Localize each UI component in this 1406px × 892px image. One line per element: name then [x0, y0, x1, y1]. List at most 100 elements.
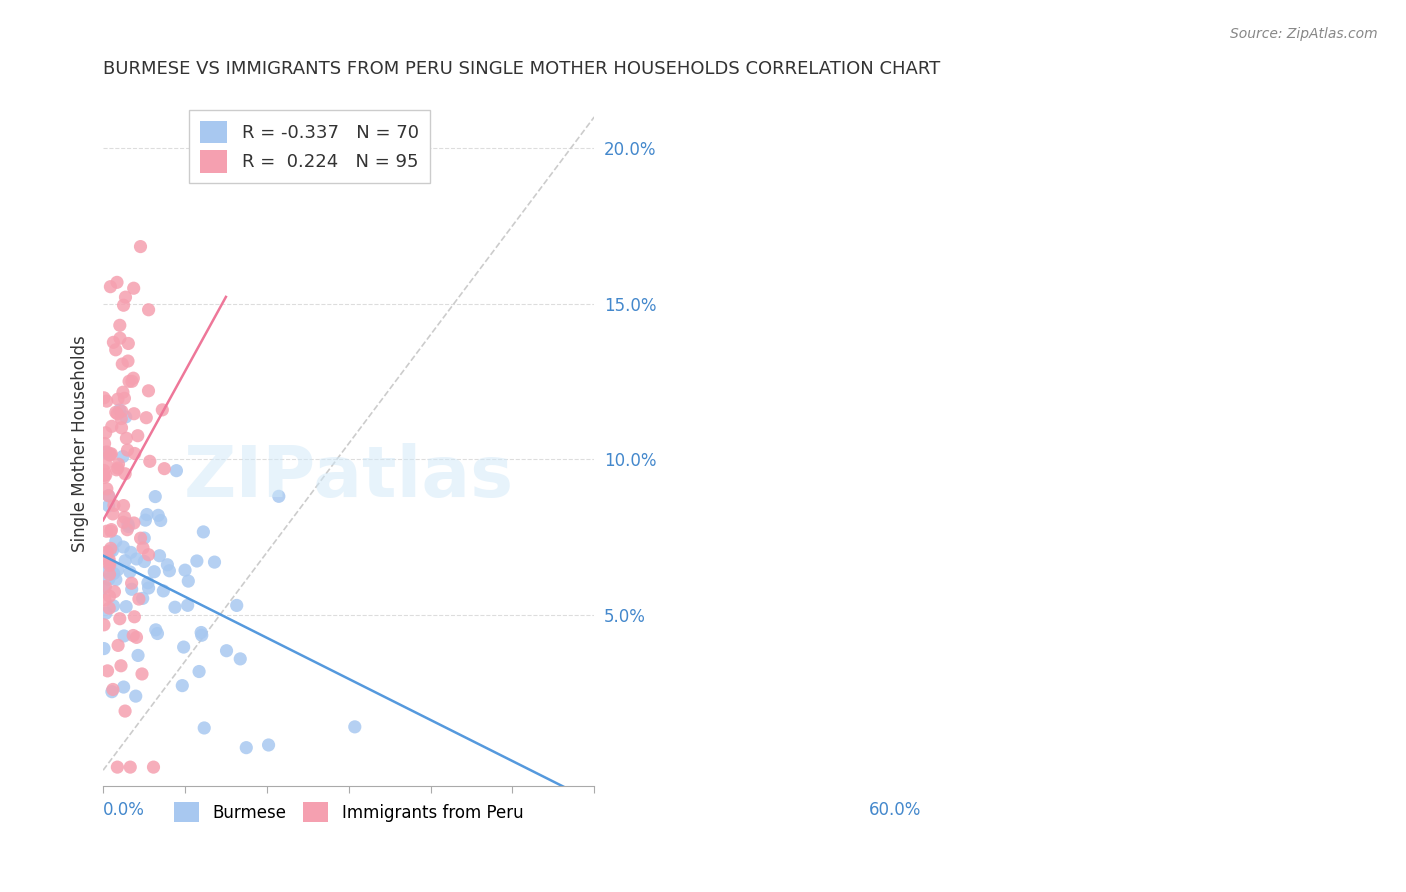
Point — [148, 508, 170, 523]
Text: 60.0%: 60.0% — [869, 801, 922, 819]
Point — [117, 516, 139, 531]
Point — [98, 567, 121, 582]
Point — [103, 335, 125, 350]
Point — [105, 760, 128, 774]
Point — [176, 599, 198, 613]
Point — [96, 545, 118, 559]
Point — [97, 489, 120, 503]
Point — [118, 565, 141, 579]
Point — [117, 354, 139, 368]
Point — [104, 573, 127, 587]
Point — [107, 392, 129, 406]
Point — [111, 357, 134, 371]
Point — [96, 524, 118, 539]
Point — [94, 467, 117, 482]
Point — [108, 331, 131, 345]
Point — [111, 385, 134, 400]
Point — [93, 463, 115, 477]
Point — [177, 574, 200, 588]
Point — [122, 371, 145, 385]
Point — [114, 510, 136, 524]
Point — [148, 549, 170, 563]
Point — [110, 421, 132, 435]
Point — [93, 470, 115, 484]
Point — [125, 631, 148, 645]
Point — [107, 457, 129, 471]
Point — [132, 541, 155, 555]
Point — [143, 490, 166, 504]
Point — [96, 445, 118, 459]
Point — [136, 575, 159, 590]
Point — [117, 443, 139, 458]
Point — [112, 516, 135, 530]
Point — [173, 640, 195, 654]
Point — [93, 641, 115, 656]
Point — [115, 599, 138, 614]
Point — [131, 667, 153, 681]
Point — [100, 524, 122, 539]
Point — [97, 572, 120, 586]
Point — [103, 566, 125, 581]
Point — [104, 534, 127, 549]
Point — [193, 524, 215, 539]
Point — [104, 405, 127, 419]
Point — [138, 581, 160, 595]
Point — [98, 556, 121, 570]
Point — [96, 482, 118, 496]
Point — [138, 384, 160, 398]
Point — [112, 499, 135, 513]
Point — [143, 565, 166, 579]
Point — [157, 564, 180, 578]
Point — [94, 457, 117, 471]
Point — [93, 436, 115, 450]
Point — [114, 409, 136, 424]
Point — [235, 740, 257, 755]
Point — [105, 463, 128, 477]
Point — [129, 531, 152, 545]
Point — [110, 411, 132, 425]
Point — [122, 281, 145, 295]
Point — [101, 682, 124, 697]
Point — [124, 609, 146, 624]
Point — [120, 760, 142, 774]
Point — [94, 592, 117, 607]
Point — [114, 467, 136, 481]
Point — [104, 343, 127, 357]
Point — [121, 374, 143, 388]
Point — [112, 680, 135, 694]
Point — [138, 548, 160, 562]
Y-axis label: Single Mother Households: Single Mother Households — [72, 335, 89, 552]
Point — [93, 617, 115, 632]
Point — [103, 584, 125, 599]
Point — [150, 402, 173, 417]
Point — [163, 600, 186, 615]
Point — [142, 760, 165, 774]
Point — [115, 523, 138, 537]
Point — [117, 336, 139, 351]
Point — [94, 580, 117, 594]
Text: BURMESE VS IMMIGRANTS FROM PERU SINGLE MOTHER HOUSEHOLDS CORRELATION CHART: BURMESE VS IMMIGRANTS FROM PERU SINGLE M… — [103, 60, 941, 78]
Point — [101, 684, 124, 698]
Point — [107, 639, 129, 653]
Point — [172, 679, 194, 693]
Legend: Burmese, Immigrants from Peru: Burmese, Immigrants from Peru — [165, 792, 533, 832]
Point — [117, 519, 139, 533]
Point — [174, 563, 197, 577]
Point — [128, 592, 150, 607]
Point — [121, 582, 143, 597]
Text: ZIPatlas: ZIPatlas — [184, 443, 513, 512]
Point — [165, 464, 187, 478]
Point — [127, 648, 149, 663]
Point — [134, 555, 156, 569]
Point — [105, 407, 128, 421]
Point — [115, 431, 138, 445]
Point — [152, 583, 174, 598]
Point — [107, 461, 129, 475]
Point — [112, 629, 135, 643]
Point — [127, 428, 149, 442]
Point — [156, 558, 179, 572]
Point — [135, 410, 157, 425]
Point — [204, 555, 226, 569]
Point — [145, 623, 167, 637]
Point — [98, 589, 121, 603]
